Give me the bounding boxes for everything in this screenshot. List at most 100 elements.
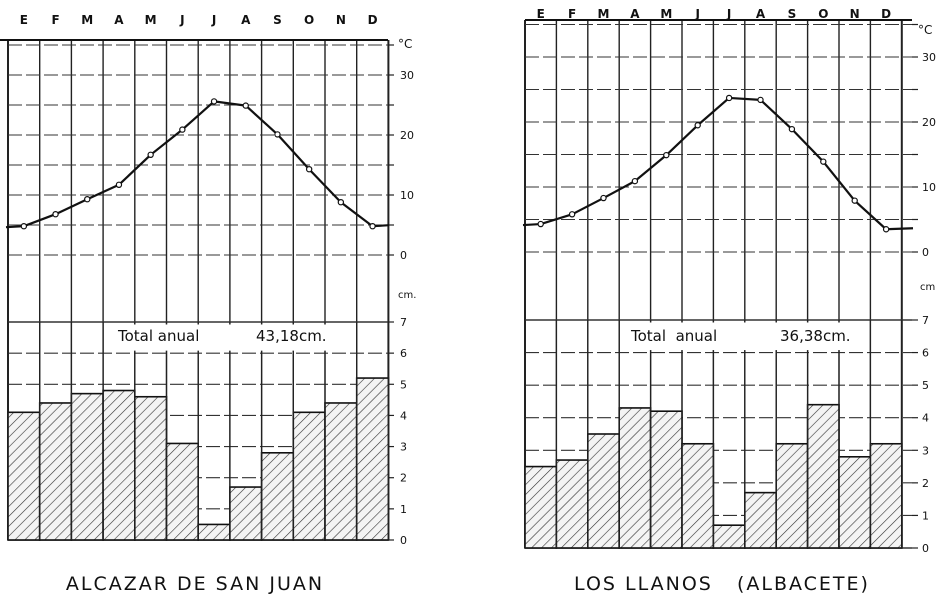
temperature-unit-los-llanos: °C bbox=[918, 23, 932, 37]
precip-tick-label: 5 bbox=[400, 378, 407, 391]
precip-bar bbox=[260, 451, 295, 541]
temp-tick-label: 0 bbox=[400, 249, 407, 262]
annual-total-value-alcazar: 43,18cm. bbox=[256, 327, 327, 345]
temperature-point bbox=[84, 195, 91, 203]
temperature-point bbox=[757, 96, 764, 104]
temperature-point bbox=[337, 198, 345, 206]
annual-total-box bbox=[621, 322, 869, 351]
precip-bar bbox=[649, 410, 683, 549]
annual-total-box bbox=[105, 324, 355, 351]
month-label: S bbox=[273, 13, 282, 27]
annual-total-label-los-llanos: Total anual bbox=[630, 327, 717, 345]
temperature-point bbox=[147, 151, 154, 158]
precip-bar bbox=[743, 491, 777, 549]
month-label: O bbox=[818, 7, 828, 21]
annual-total-value-los-llanos: 36,38cm. bbox=[780, 327, 851, 345]
temperature-point bbox=[882, 226, 890, 233]
precip-bar bbox=[775, 442, 809, 549]
precip-tick-label: 5 bbox=[922, 379, 929, 392]
month-label: F bbox=[568, 7, 576, 21]
month-label: E bbox=[20, 13, 28, 27]
temp-tick-label: 0 bbox=[922, 246, 929, 259]
precip-tick-label: 4 bbox=[400, 409, 407, 422]
precip-bar bbox=[555, 459, 589, 549]
precip-bar bbox=[38, 402, 73, 541]
precip-tick-label: 0 bbox=[400, 534, 407, 547]
temperature-point bbox=[820, 158, 827, 165]
temperature-point bbox=[179, 126, 186, 133]
precip-tick-label: 3 bbox=[400, 441, 407, 454]
month-label: A bbox=[630, 7, 640, 21]
precip-tick-label: 6 bbox=[400, 347, 407, 360]
month-label: M bbox=[81, 13, 93, 27]
precip-bar bbox=[618, 407, 652, 549]
temperature-point bbox=[20, 222, 28, 230]
month-label: S bbox=[788, 7, 797, 21]
temperature-point bbox=[694, 122, 701, 129]
precip-bar bbox=[806, 403, 840, 549]
temperature-point bbox=[631, 177, 639, 185]
precip-bar bbox=[324, 402, 358, 541]
precip-tick-label: 2 bbox=[400, 472, 407, 485]
precip-bar bbox=[355, 377, 390, 541]
precip-unit-alcazar: cm. bbox=[398, 290, 416, 301]
precip-bar bbox=[681, 442, 715, 549]
month-label: F bbox=[51, 13, 59, 27]
month-label: O bbox=[304, 13, 314, 27]
temperature-point bbox=[725, 94, 733, 102]
temp-tick-label: 30 bbox=[400, 69, 414, 82]
temp-tick-label: 10 bbox=[922, 181, 936, 194]
precip-bar bbox=[102, 389, 136, 541]
month-label: N bbox=[850, 7, 860, 21]
annual-total-label-alcazar: Total anual bbox=[117, 327, 199, 345]
chart-los-llanos-albacete: 0 10 20 30 0 1 2 3 4 5 6 7 E F M A M J J A S O N D bbox=[522, 7, 936, 555]
precip-bar bbox=[712, 524, 746, 549]
temp-tick-label: 20 bbox=[400, 129, 414, 142]
precip-bar bbox=[838, 455, 872, 549]
precip-tick-label: 3 bbox=[922, 444, 929, 457]
temperature-point bbox=[305, 165, 313, 173]
precip-tick-label: 0 bbox=[922, 542, 929, 555]
temperature-unit-alcazar: °C bbox=[398, 37, 412, 51]
precip-tick-label: 2 bbox=[922, 477, 929, 490]
chart-title-los-llanos: LOS LLANOS (ALBACETE) bbox=[574, 573, 870, 595]
chart-title-alcazar: ALCAZAR DE SAN JUAN bbox=[66, 573, 324, 595]
temperature-point bbox=[568, 211, 576, 218]
temperature-line bbox=[5, 100, 390, 229]
month-label: M bbox=[145, 13, 157, 27]
temperature-point bbox=[600, 194, 607, 202]
temperature-point bbox=[369, 222, 376, 230]
precip-bar bbox=[292, 411, 326, 541]
precip-tick-label: 1 bbox=[400, 503, 407, 516]
month-label: J bbox=[179, 13, 184, 27]
month-label: A bbox=[114, 13, 124, 27]
chart-alcazar-de-san-juan: 0 10 20 30 0 1 2 3 4 5 6 7 E F M A M J J A S O N D bbox=[0, 13, 414, 547]
precip-tick-label: 4 bbox=[922, 412, 929, 425]
month-label: J bbox=[211, 13, 216, 27]
temperature-point bbox=[274, 131, 281, 138]
temp-tick-label: 10 bbox=[400, 189, 414, 202]
month-label: A bbox=[241, 13, 251, 27]
temperature-point bbox=[52, 210, 59, 218]
month-label: J bbox=[726, 7, 731, 21]
temp-tick-label: 30 bbox=[922, 51, 936, 64]
month-label: D bbox=[368, 13, 378, 27]
precip-bar bbox=[197, 523, 231, 541]
precip-unit-los-llanos: cm bbox=[920, 282, 935, 293]
precip-bar bbox=[165, 442, 200, 541]
precip-bar bbox=[524, 465, 558, 549]
temperature-point bbox=[851, 197, 858, 204]
temperature-point bbox=[210, 98, 218, 105]
temperature-point bbox=[242, 102, 249, 109]
month-label: M bbox=[598, 7, 610, 21]
month-label: J bbox=[694, 7, 699, 21]
precip-tick-label: 7 bbox=[400, 316, 407, 329]
month-label: E bbox=[537, 7, 545, 21]
month-label: A bbox=[756, 7, 766, 21]
month-label: N bbox=[336, 13, 346, 27]
month-label: D bbox=[881, 7, 891, 21]
month-label: M bbox=[660, 7, 672, 21]
precip-tick-label: 7 bbox=[922, 314, 929, 327]
temperature-point bbox=[537, 220, 544, 228]
precip-bar bbox=[869, 442, 903, 549]
